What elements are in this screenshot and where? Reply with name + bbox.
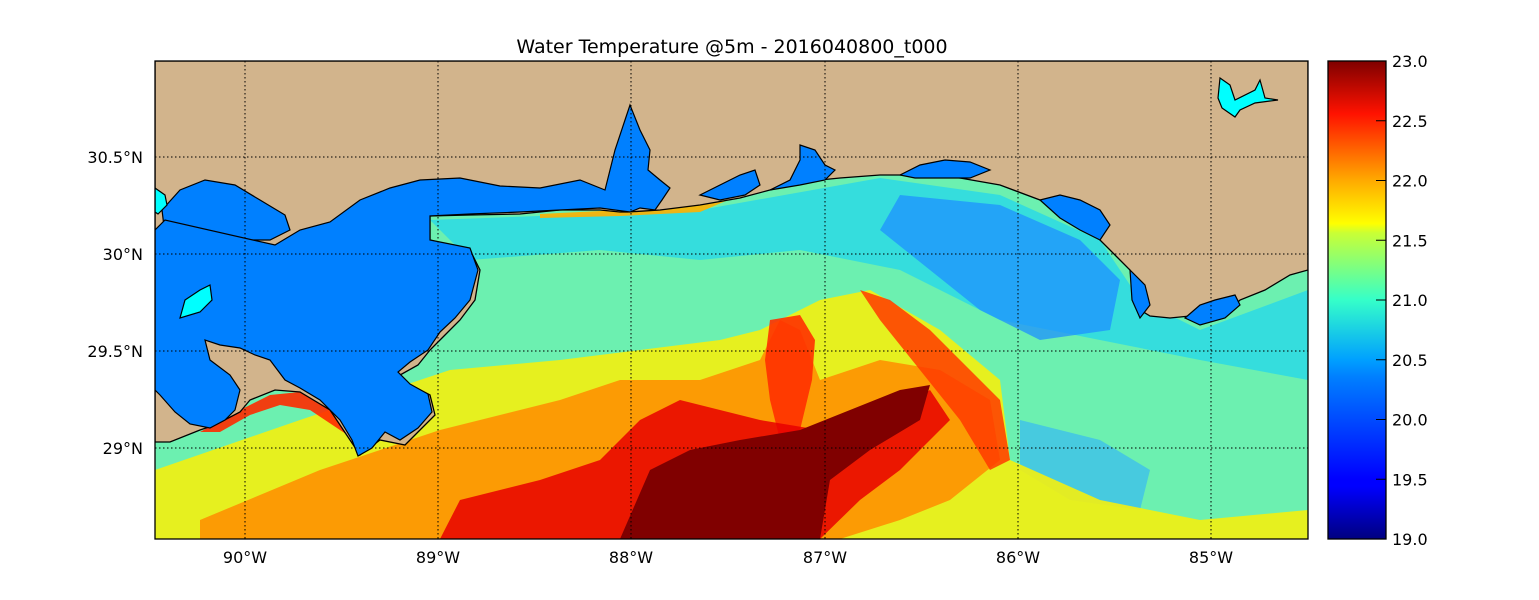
colorbar-tick-label: 19.0 [1392,530,1428,549]
hottest-core [620,385,930,539]
colorbar-tick-label: 19.5 [1392,470,1428,489]
lon-tick-label: 89°W [416,548,460,567]
lon-tick-label: 88°W [609,548,653,567]
inland-water [155,103,1241,457]
lon-tick-label: 86°W [996,548,1040,567]
colorbar-tick-label: 20.5 [1392,351,1428,370]
lon-tick-label: 87°W [803,548,847,567]
red-plume [765,315,815,440]
lon-tick-label: 85°W [1189,548,1233,567]
colorbar-tick-label: 21.5 [1392,231,1428,250]
western-bays [155,103,671,457]
lat-tick-label: 29°N [103,439,143,458]
lon-tick-labels: 90°W 89°W 88°W 87°W 86°W 85°W [223,548,1233,567]
choctawhatchee-bay [898,159,992,179]
colorbar: 23.0 22.5 22.0 21.5 21.0 20.5 20.0 19.5 … [1327,52,1428,549]
chart-title: Water Temperature @5m - 2016040800_t000 [516,36,947,58]
colorbar-tick-label: 20.0 [1392,411,1428,430]
colorbar-ticks [1376,120,1386,480]
gridlines [155,61,1308,539]
mobile-bay [698,169,761,201]
lat-tick-label: 29.5°N [87,342,143,361]
st-andrew-bay [1038,194,1111,241]
red-filament [860,290,1010,470]
colorbar-tick-label: 23.0 [1392,52,1428,71]
colorbar-tick-label: 22.0 [1392,172,1428,191]
lake-northeast [1217,76,1279,118]
lake-west-edge [155,187,168,215]
lake-maurepas [179,284,213,319]
apalachee-bay [1183,294,1241,326]
cold-eastern-region [880,195,1120,340]
lat-tick-label: 30°N [103,245,143,264]
lon-tick-label: 90°W [223,548,267,567]
map-plot-area [155,61,1308,539]
warm-coastal-strip-west [200,392,355,440]
apalachicola-bay [1129,268,1151,320]
colorbar-tick-label: 21.0 [1392,291,1428,310]
colorbar-tick-label: 22.5 [1392,112,1428,131]
temperature-blobs [155,178,1308,539]
lat-tick-labels: 30.5°N 30°N 29.5°N 29°N [87,148,143,458]
warm-coastal-strip-central [540,195,740,218]
plot-frame [154,60,1309,540]
lat-tick-label: 30.5°N [87,148,143,167]
